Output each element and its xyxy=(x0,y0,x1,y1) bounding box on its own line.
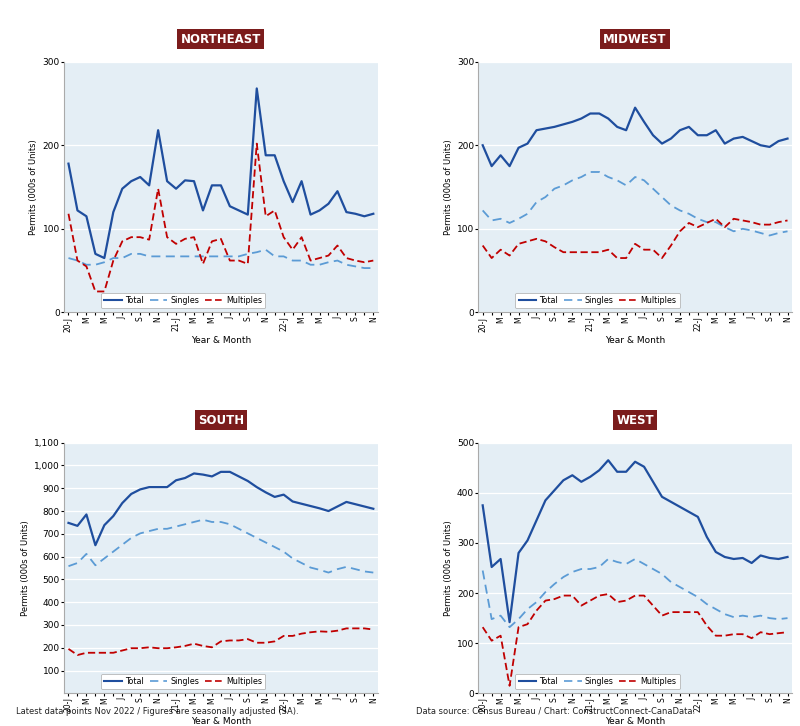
Text: SINCE JANUARY 2020, JUST BEFORE THE ONSET OF THE COVID PANDEMIC: SINCE JANUARY 2020, JUST BEFORE THE ONSE… xyxy=(217,38,583,48)
Y-axis label: Permits (000s of Units): Permits (000s of Units) xyxy=(21,520,30,616)
X-axis label: Year & Month: Year & Month xyxy=(605,717,666,726)
Legend: Total, Singles, Multiples: Total, Singles, Multiples xyxy=(101,674,266,689)
X-axis label: Year & Month: Year & Month xyxy=(190,335,251,345)
Legend: Total, Singles, Multiples: Total, Singles, Multiples xyxy=(515,674,679,689)
X-axis label: Year & Month: Year & Month xyxy=(605,335,666,345)
X-axis label: Year & Month: Year & Month xyxy=(190,717,251,726)
Y-axis label: Permits (000s of Units): Permits (000s of Units) xyxy=(444,139,453,235)
Text: Latest data points Nov 2022 / Figures are seasonally adjusted (SA).: Latest data points Nov 2022 / Figures ar… xyxy=(16,707,298,716)
Text: Data source: Census Bureau / Chart: ConstructConnect-CanaData.: Data source: Census Bureau / Chart: Cons… xyxy=(416,707,695,716)
Text: SOUTH: SOUTH xyxy=(198,414,244,427)
Text: NORTHEAST: NORTHEAST xyxy=(181,33,261,46)
Y-axis label: Permits (000s of Units): Permits (000s of Units) xyxy=(30,139,38,235)
Legend: Total, Singles, Multiples: Total, Singles, Multiples xyxy=(101,293,266,309)
Text: U.S. RESIDENTIAL BUILDING PERMITS ISSUED (UNITS) - BY REGION: U.S. RESIDENTIAL BUILDING PERMITS ISSUED… xyxy=(145,14,655,28)
Y-axis label: Permits (000s of Units): Permits (000s of Units) xyxy=(444,520,453,616)
Text: MIDWEST: MIDWEST xyxy=(603,33,667,46)
Legend: Total, Singles, Multiples: Total, Singles, Multiples xyxy=(515,293,679,309)
Text: WEST: WEST xyxy=(616,414,654,427)
